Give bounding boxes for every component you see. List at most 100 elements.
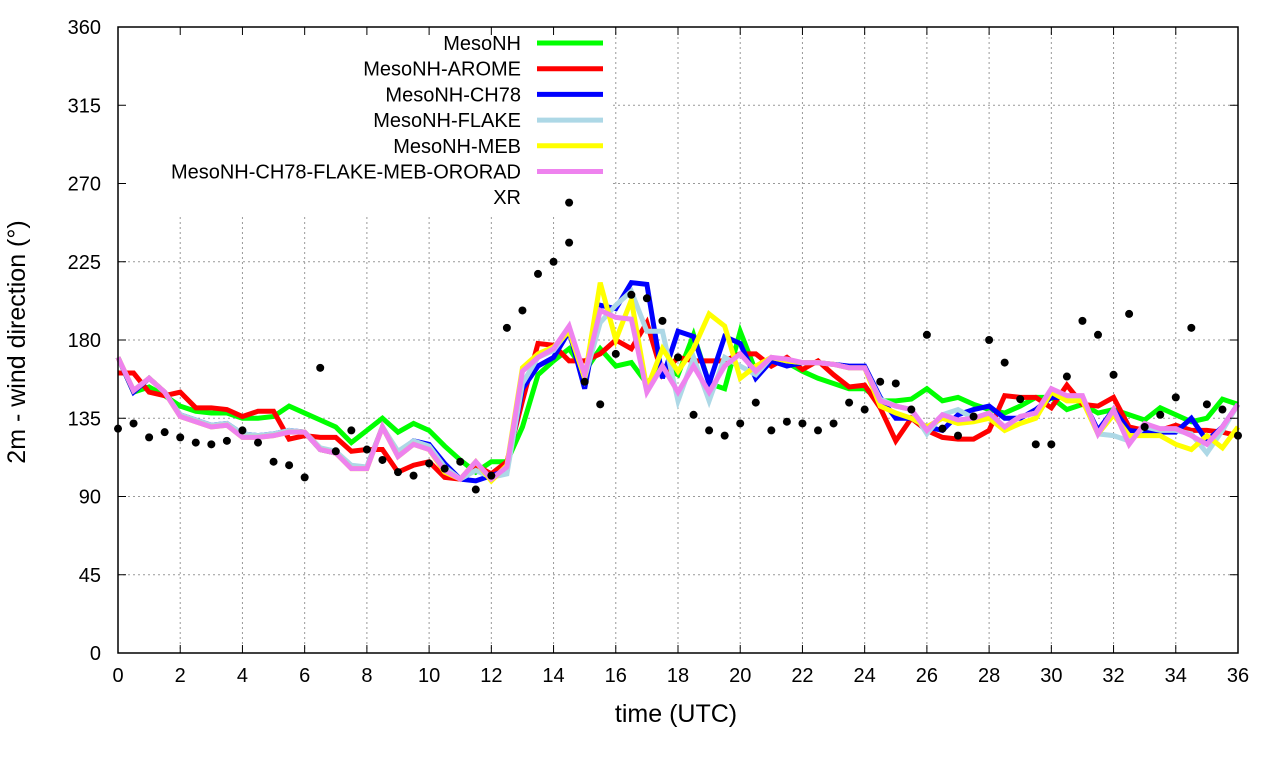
data-point-xr — [269, 457, 278, 466]
legend-label-mesonh: MesoNH — [443, 33, 521, 55]
data-point-xr — [285, 461, 294, 470]
data-point-xr — [1218, 405, 1227, 414]
data-point-xr — [487, 471, 496, 480]
data-point-xr — [938, 424, 947, 433]
data-point-xr — [860, 405, 869, 414]
data-point-xr — [1109, 370, 1118, 379]
legend-label-mesonh-meb: MesoNH-MEB — [393, 136, 521, 158]
data-point-xr — [845, 398, 854, 407]
data-point-xr — [907, 405, 916, 414]
data-point-xr — [674, 353, 682, 362]
series-line-mesonh-ch78-flake-meb-ororad — [115, 306, 1241, 483]
x-tick-label: 26 — [916, 665, 938, 687]
data-point-xr — [409, 471, 418, 480]
data-point-xr — [316, 363, 325, 372]
data-point-xr — [1047, 440, 1056, 449]
data-point-xr — [705, 426, 714, 435]
data-point-xr — [331, 447, 340, 456]
data-point-xr — [254, 438, 262, 447]
data-point-xr — [1156, 410, 1165, 419]
y-tick-label: 0 — [90, 643, 101, 665]
ticks: 0 2 4 6 8 10 12 14 16 18 20 22 24 26 28 30 32 34 360459013… — [68, 17, 1250, 687]
x-tick-label: 24 — [854, 665, 876, 687]
y-tick-label: 225 — [68, 252, 101, 274]
x-tick-label: 30 — [1040, 665, 1062, 687]
data-point-xr — [471, 485, 480, 494]
data-point-xr — [1031, 440, 1040, 449]
y-tick-label: 45 — [79, 565, 101, 587]
data-point-xr — [176, 433, 185, 442]
data-point-xr — [549, 257, 558, 266]
data-point-xr — [954, 431, 962, 440]
data-point-xr — [969, 412, 978, 421]
y-tick-label: 90 — [79, 487, 101, 509]
x-tick-label: 18 — [667, 665, 689, 687]
data-point-xr — [891, 379, 900, 388]
legend-label-mesonh-arome: MesoNH-AROME — [363, 59, 521, 81]
data-point-xr — [534, 269, 542, 278]
data-point-xr — [129, 419, 138, 428]
data-point-xr — [627, 290, 636, 299]
data-point-xr — [751, 398, 760, 407]
data-point-xr — [502, 323, 511, 332]
data-point-xr — [767, 426, 776, 435]
data-point-xr — [145, 433, 154, 442]
data-point-xr — [1202, 400, 1211, 409]
data-point-xr — [922, 330, 931, 339]
x-axis-label: time (UTC) — [615, 700, 737, 728]
data-point-xr — [362, 445, 371, 454]
x-tick-label: 4 — [237, 665, 248, 687]
x-tick-label: 16 — [605, 665, 627, 687]
y-tick-label: 180 — [68, 330, 101, 352]
data-point-xr — [611, 349, 620, 358]
data-point-xr — [565, 198, 574, 207]
y-axis-label: 2m - wind direction (°) — [3, 220, 31, 463]
legend: MesoNH MesoNH-AROME MesoNH-CH78 MesoNH-FLAK… — [171, 33, 603, 209]
x-tick-label: 2 — [175, 665, 186, 687]
data-point-xr — [798, 419, 807, 428]
data-point-xr — [456, 457, 465, 466]
data-point-xr — [565, 238, 574, 247]
data-point-xr — [814, 426, 822, 435]
y-tick-label: 315 — [68, 95, 101, 117]
x-tick-label: 36 — [1227, 665, 1249, 687]
x-tick-label: 22 — [791, 665, 813, 687]
x-tick-label: 12 — [480, 665, 502, 687]
legend-background — [100, 28, 612, 214]
series-layer — [114, 198, 1242, 494]
data-point-xr — [642, 294, 651, 303]
x-tick-label: 10 — [418, 665, 440, 687]
data-point-xr — [1078, 316, 1087, 325]
y-tick-label: 360 — [68, 17, 101, 39]
data-point-xr — [238, 426, 247, 435]
data-point-xr — [1062, 372, 1071, 381]
x-tick-label: 20 — [729, 665, 751, 687]
x-tick-label: 34 — [1165, 665, 1187, 687]
data-point-xr — [378, 455, 387, 464]
data-point-xr — [689, 410, 698, 419]
x-tick-label: 0 — [112, 665, 123, 687]
data-point-xr — [1094, 330, 1102, 339]
legend-label-mesonh-ch78: MesoNH-CH78 — [385, 84, 521, 106]
data-point-xr — [1187, 323, 1196, 332]
x-tick-label: 28 — [978, 665, 1000, 687]
data-point-xr — [347, 426, 356, 435]
data-point-xr — [1016, 395, 1025, 404]
x-tick-label: 32 — [1102, 665, 1124, 687]
data-point-xr — [596, 400, 605, 409]
y-tick-label: 135 — [68, 408, 101, 430]
data-point-xr — [1171, 393, 1180, 402]
data-point-xr — [207, 440, 216, 449]
data-point-xr — [658, 316, 667, 325]
x-tick-label: 8 — [361, 665, 372, 687]
data-point-xr — [425, 459, 434, 468]
data-point-xr — [1000, 358, 1009, 367]
data-point-xr — [1140, 422, 1149, 431]
legend-label-mesonh-ch78-flake-meb-ororad: MesoNH-CH78-FLAKE-MEB-ORORAD — [171, 162, 521, 184]
data-point-xr — [782, 417, 791, 426]
data-point-xr — [518, 306, 527, 315]
x-tick-label: 14 — [542, 665, 564, 687]
y-tick-label: 270 — [68, 174, 101, 196]
data-point-xr — [876, 377, 885, 386]
